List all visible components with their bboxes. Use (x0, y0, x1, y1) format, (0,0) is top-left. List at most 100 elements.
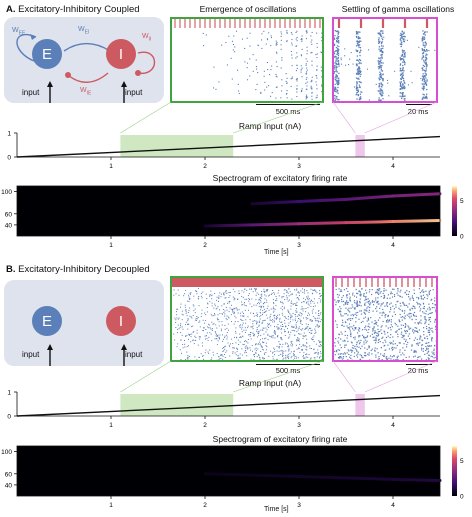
excitatory-spike (273, 347, 275, 349)
excitatory-spike (346, 295, 348, 297)
excitatory-spike (401, 35, 403, 37)
connector-pink-left (332, 360, 356, 393)
excitatory-spike (376, 321, 378, 324)
excitatory-spike (394, 313, 396, 316)
excitatory-spike (274, 332, 276, 334)
excitatory-spike (295, 327, 297, 329)
input-label-e-b: input (22, 350, 40, 359)
excitatory-spike (205, 34, 207, 36)
excitatory-spike (311, 95, 313, 97)
excitatory-spike (427, 351, 429, 353)
excitatory-spike (364, 352, 366, 354)
excitatory-spike (380, 62, 383, 64)
excitatory-spike (307, 297, 309, 299)
excitatory-spike (306, 81, 308, 83)
excitatory-spike (360, 321, 362, 324)
excitatory-spike (381, 70, 383, 72)
excitatory-spike (376, 332, 378, 334)
excitatory-spike (291, 293, 293, 295)
excitatory-spike (232, 288, 234, 290)
excitatory-spike (381, 94, 384, 96)
excitatory-spike (429, 289, 431, 292)
excitatory-spike (311, 348, 312, 349)
excitatory-spike (374, 322, 377, 325)
excitatory-spike (427, 329, 429, 331)
excitatory-spike (408, 356, 410, 358)
excitatory-spike (358, 31, 360, 33)
excitatory-spike (391, 356, 393, 358)
excitatory-spike (230, 57, 232, 59)
excitatory-spike (359, 302, 361, 304)
excitatory-spike (237, 348, 239, 350)
excitatory-spike (265, 290, 267, 292)
excitatory-spike (179, 326, 181, 328)
excitatory-spike (239, 357, 241, 359)
excitatory-spike (364, 326, 366, 329)
excitatory-spike (281, 59, 283, 61)
excitatory-spike (181, 313, 183, 315)
excitatory-spike (259, 303, 260, 305)
excitatory-spike (266, 289, 268, 291)
excitatory-spike (411, 345, 413, 347)
excitatory-spike (422, 36, 424, 38)
excitatory-spike (401, 95, 403, 97)
excitatory-spike (359, 44, 361, 46)
excitatory-spike (217, 340, 219, 342)
excitatory-spike (233, 299, 235, 301)
excitatory-spike (386, 297, 388, 299)
excitatory-spike (306, 50, 308, 52)
excitatory-spike (291, 342, 293, 344)
excitatory-spike (279, 317, 281, 319)
excitatory-spike (248, 334, 250, 336)
excitatory-spike (257, 331, 259, 333)
excitatory-spike (378, 90, 380, 92)
excitatory-spike (401, 33, 403, 36)
excitatory-spike (222, 334, 223, 336)
excitatory-spike (387, 315, 389, 317)
excitatory-spike (346, 325, 348, 327)
excitatory-spike (177, 318, 179, 320)
excitatory-spike (187, 358, 189, 360)
excitatory-spike (404, 62, 406, 64)
excitatory-spike (337, 51, 339, 53)
excitatory-spike (173, 289, 175, 291)
excitatory-spike (270, 95, 272, 97)
excitatory-spike (408, 333, 410, 335)
excitatory-spike (286, 82, 288, 84)
excitatory-spike (383, 36, 385, 38)
excitatory-spike (315, 97, 317, 99)
excitatory-spike (381, 64, 383, 67)
excitatory-spike (320, 295, 322, 297)
excitatory-spike (295, 294, 297, 296)
excitatory-spike (263, 341, 265, 343)
excitatory-spike (305, 346, 307, 348)
spec-x-tick-label: 3 (297, 242, 301, 249)
excitatory-spike (400, 324, 402, 326)
excitatory-spike (290, 357, 292, 359)
excitatory-spike (399, 37, 402, 39)
excitatory-spike (404, 349, 406, 351)
excitatory-spike (264, 302, 266, 303)
excitatory-spike (356, 55, 358, 57)
excitatory-spike (361, 91, 363, 93)
excitatory-spike (218, 81, 220, 83)
excitatory-spike (378, 42, 380, 44)
excitatory-spike (401, 336, 403, 339)
excitatory-spike (334, 30, 336, 32)
excitatory-spike (401, 37, 403, 40)
excitatory-spike (382, 38, 384, 41)
excitatory-spike (380, 33, 382, 35)
excitatory-spike (287, 309, 289, 311)
excitatory-spike (182, 328, 184, 330)
excitatory-spike (260, 305, 262, 307)
excitatory-spike (382, 292, 384, 295)
excitatory-spike (249, 303, 251, 305)
excitatory-spike (295, 45, 297, 47)
excitatory-spike (306, 318, 308, 320)
excitatory-spike (406, 293, 408, 296)
excitatory-spike (366, 301, 368, 303)
excitatory-spike (241, 354, 243, 356)
excitatory-spike (429, 312, 431, 314)
excitatory-spike (368, 302, 370, 304)
